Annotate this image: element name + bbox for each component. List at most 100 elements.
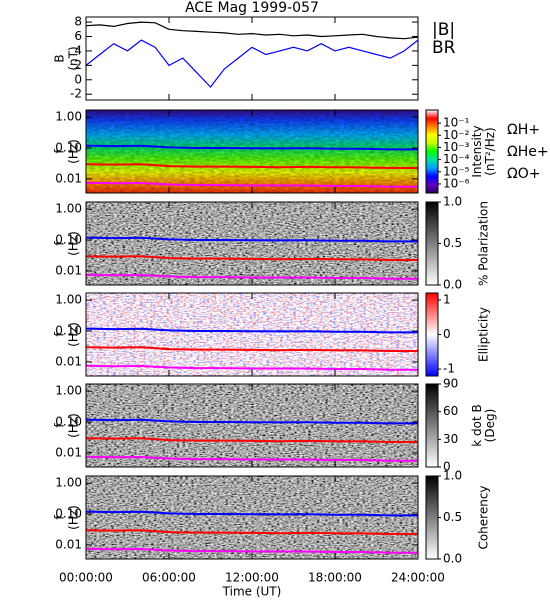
colorbar-tick-label: 0: [443, 327, 451, 341]
series-line: [85, 255, 418, 261]
colorbar-tick-label: 0.5: [443, 510, 462, 524]
series-line: [85, 181, 418, 188]
x-axis-label: Time (UT): [222, 585, 282, 599]
y-axis-label: (Hz): [67, 231, 81, 256]
series-line: [85, 236, 418, 243]
series-line: [85, 144, 418, 151]
colorbar-label: k dot B: [470, 404, 484, 446]
colorbar-tick-label: 1: [443, 292, 451, 306]
legend-label: ΩHe+: [507, 144, 549, 160]
series-line: [85, 364, 418, 371]
x-tick-label: 06:00:00: [142, 571, 196, 585]
colorbar-tick-label: 60: [443, 404, 458, 418]
y-axis-label: (Hz): [67, 505, 81, 530]
y-axis-label: f: [53, 149, 67, 154]
y-tick-label: 0.10: [55, 324, 82, 338]
colorbar-tick-label: -1: [443, 362, 455, 376]
y-tick-label: 1.00: [55, 110, 82, 124]
colorbar: [425, 475, 439, 560]
series-line: [85, 455, 418, 462]
y-axis-label: (nT): [67, 46, 81, 70]
colorbar-tick-label: 0: [443, 460, 451, 474]
y-tick-label: 0.01: [55, 537, 82, 551]
series-line: [85, 547, 418, 554]
spectrogram: [86, 202, 418, 285]
y-axis-label: B: [53, 54, 67, 62]
series-line: [85, 437, 418, 443]
y-tick-label: 4: [74, 43, 82, 57]
legend-label: ΩO+: [507, 166, 540, 182]
colorbar: [425, 292, 439, 377]
y-tick-label: 1.00: [55, 384, 82, 398]
y-tick-label: 1.00: [55, 476, 82, 490]
y-tick-label: 0.01: [55, 445, 82, 459]
series-line: [85, 163, 418, 169]
colorbar-label: Ellipticity: [477, 307, 491, 362]
colorbar-tick-label: 30: [443, 432, 458, 446]
legend-label: BR: [432, 38, 456, 58]
x-tick-label: 00:00:00: [59, 571, 113, 585]
legend-label: |B|: [432, 20, 455, 40]
y-tick-label: 2: [74, 58, 82, 72]
colorbar-tick-label: 10⁻³: [443, 140, 470, 154]
colorbar-tick-label: 90: [443, 377, 458, 391]
series-line: [85, 346, 418, 352]
y-axis-label: f: [53, 515, 67, 520]
y-axis-label: (Hz): [67, 413, 81, 438]
series-line: [85, 418, 418, 425]
colorbar-tick-label: 0.5: [443, 236, 462, 250]
x-tick-label: 12:00:00: [225, 571, 279, 585]
plot-frame: [85, 16, 419, 101]
colorbar: [425, 201, 439, 286]
colorbar-tick-label: 1.0: [443, 195, 462, 209]
spectrogram-texture: [86, 110, 418, 193]
colorbar-tick-label: 0.0: [443, 552, 462, 566]
x-tick-label: 18:00:00: [308, 571, 362, 585]
colorbar-tick-label: 10⁻⁶: [443, 176, 470, 190]
y-tick-label: 0.01: [55, 171, 82, 185]
series-line: [85, 529, 418, 535]
colorbar-tick-label: 1.0: [443, 469, 462, 483]
series-line: [85, 510, 418, 517]
y-tick-label: 0: [74, 72, 82, 86]
y-tick-label: 0.10: [55, 141, 82, 155]
colorbar: [425, 383, 439, 468]
x-tick-label: 24:00:00: [391, 571, 445, 585]
colorbar-tick-label: 10⁻⁵: [443, 164, 470, 178]
y-tick-label: 1.00: [55, 293, 82, 307]
y-axis-label: (Hz): [67, 139, 81, 164]
y-axis-label: f: [53, 332, 67, 337]
spectrogram: [86, 293, 418, 376]
y-tick-label: -2: [70, 87, 82, 101]
y-tick-label: 0.10: [55, 507, 82, 521]
figure-title: ACE Mag 1999-057: [185, 0, 319, 16]
colorbar-label: (nT²/Hz): [483, 127, 497, 175]
y-axis-label: (Hz): [67, 322, 81, 347]
colorbar-tick-label: 10⁻⁴: [443, 152, 470, 166]
series-line: [85, 39, 419, 88]
y-tick-label: 0.01: [55, 263, 82, 277]
series-line: [85, 21, 419, 40]
y-tick-label: 0.01: [55, 354, 82, 368]
y-axis-label: f: [53, 423, 67, 428]
series-line: [85, 327, 418, 334]
colorbar: [425, 109, 439, 194]
spectrogram: [86, 384, 418, 467]
colorbar-tick-label: 10⁻²: [443, 128, 470, 142]
y-tick-label: 8: [74, 15, 82, 29]
y-tick-label: 1.00: [55, 202, 82, 216]
spectrogram: [86, 476, 418, 559]
y-tick-label: 0.10: [55, 415, 82, 429]
legend-label: ΩH+: [507, 122, 540, 138]
colorbar-label: Intensity: [470, 125, 484, 177]
colorbar-label: (Deg): [483, 409, 497, 443]
series-line: [85, 273, 418, 280]
colorbar-tick-label: 10⁻¹: [443, 116, 470, 130]
colorbar-tick-label: 0.0: [443, 278, 462, 292]
y-axis-label: f: [53, 241, 67, 246]
colorbar-label: Coherency: [477, 485, 491, 549]
colorbar-label: % Polarization: [477, 201, 491, 286]
y-tick-label: 6: [74, 29, 82, 43]
y-tick-label: 0.10: [55, 233, 82, 247]
